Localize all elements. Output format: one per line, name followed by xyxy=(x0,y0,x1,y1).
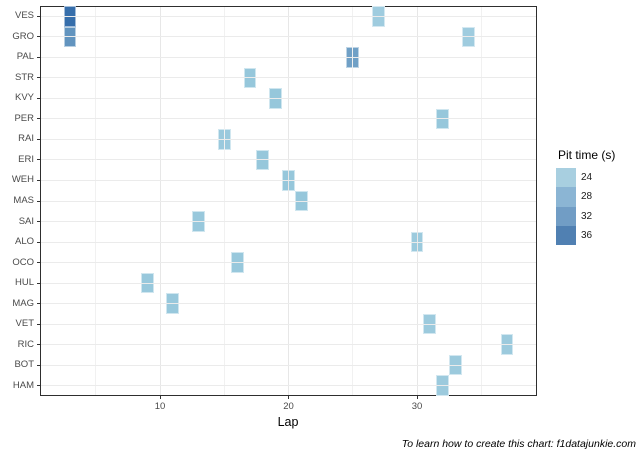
y-tick-label-rai: RAI xyxy=(18,133,34,145)
y-tick-label-mag: MAG xyxy=(12,297,34,309)
y-tick-mark-rai xyxy=(37,138,40,140)
legend-entry-28: 28 xyxy=(556,187,640,207)
y-tick-mark-mag xyxy=(37,303,40,305)
legend-entries: 24 28 32 36 xyxy=(556,168,640,246)
legend-label: 32 xyxy=(581,210,593,222)
x-axis-title: Lap xyxy=(277,415,299,429)
y-tick-label-eri: ERI xyxy=(18,153,34,165)
y-tick-label-kvy: KVY xyxy=(14,92,34,104)
x-tick-label-30: 30 xyxy=(411,401,423,412)
x-tick-mark-10 xyxy=(159,396,161,399)
legend-swatch-36 xyxy=(556,225,576,246)
y-tick-label-str: STR xyxy=(15,71,34,83)
y-tick-mark-vet xyxy=(37,323,40,325)
y-tick-mark-mas xyxy=(37,200,40,202)
y-tick-mark-per xyxy=(37,118,40,120)
gridline-row-ham xyxy=(41,385,536,387)
y-tick-mark-hul xyxy=(37,282,40,284)
y-tick-label-bot: BOT xyxy=(14,359,34,371)
gridline-row-rai xyxy=(41,138,536,140)
y-tick-label-alo: ALO xyxy=(14,236,34,248)
legend-label: 36 xyxy=(581,230,593,242)
legend-entry-36: 36 xyxy=(556,225,640,246)
gridline-row-pal xyxy=(41,56,536,58)
x-tick-mark-30 xyxy=(416,396,418,399)
y-tick-label-weh: WEH xyxy=(11,174,34,186)
gridline-row-ves xyxy=(41,15,536,17)
legend-label: 28 xyxy=(581,191,593,203)
y-tick-mark-weh xyxy=(37,179,40,181)
y-tick-label-gro: GRO xyxy=(12,30,34,42)
y-tick-mark-ham xyxy=(37,385,40,387)
gridline-row-mag xyxy=(41,303,536,305)
y-tick-mark-eri xyxy=(37,159,40,161)
y-tick-label-pal: PAL xyxy=(16,51,34,63)
gridline-row-oco xyxy=(41,262,536,264)
y-tick-mark-sai xyxy=(37,221,40,223)
y-tick-label-vet: VET xyxy=(15,318,34,330)
legend-swatch-28 xyxy=(556,187,576,207)
y-tick-mark-alo xyxy=(37,241,40,243)
y-tick-label-hul: HUL xyxy=(14,277,34,289)
y-tick-label-per: PER xyxy=(14,112,34,124)
x-tick-label-20: 20 xyxy=(283,401,294,412)
y-tick-label-ves: VES xyxy=(14,10,34,22)
legend-label: 24 xyxy=(581,172,593,184)
y-tick-mark-oco xyxy=(37,262,40,264)
y-tick-label-sai: SAI xyxy=(18,215,34,227)
x-tick-mark-20 xyxy=(288,396,289,399)
y-tick-label-mas: MAS xyxy=(13,195,34,206)
y-tick-mark-str xyxy=(37,77,40,79)
gridline-row-eri xyxy=(41,159,536,161)
y-tick-mark-ves xyxy=(37,15,40,17)
y-tick-mark-ric xyxy=(37,344,40,346)
gridline-row-hul xyxy=(41,282,536,284)
legend-swatch-24 xyxy=(556,168,576,188)
y-tick-label-oco: OCO xyxy=(12,256,34,268)
y-tick-mark-kvy xyxy=(37,97,40,99)
legend-swatch-32 xyxy=(556,206,576,226)
gridline-row-per xyxy=(41,118,536,120)
gridline-row-str xyxy=(41,77,536,79)
y-tick-mark-pal xyxy=(37,56,40,58)
caption: To learn how to create this chart: f1dat… xyxy=(401,438,636,450)
gridline-row-weh xyxy=(41,179,536,181)
legend-entry-24: 24 xyxy=(556,168,640,188)
y-tick-mark-bot xyxy=(37,364,40,366)
gridline-row-mas xyxy=(41,200,536,202)
y-tick-label-ham: HAM xyxy=(12,379,34,391)
x-tick-label-10: 10 xyxy=(154,401,166,412)
y-tick-mark-gro xyxy=(37,36,40,38)
gridline-row-alo xyxy=(41,241,536,243)
y-tick-label-ric: RIC xyxy=(17,338,34,350)
legend-title: Pit time (s) xyxy=(558,148,616,162)
gridline-row-kvy xyxy=(41,97,536,99)
legend-entry-32: 32 xyxy=(556,206,640,226)
legend: Pit time (s) 24 28 32 36 xyxy=(556,148,640,246)
gridline-row-ric xyxy=(41,344,536,346)
gridline-row-sai xyxy=(41,221,536,223)
gridline-row-gro xyxy=(41,36,536,38)
gridline-row-bot xyxy=(41,364,536,366)
gridline-row-vet xyxy=(41,323,536,325)
